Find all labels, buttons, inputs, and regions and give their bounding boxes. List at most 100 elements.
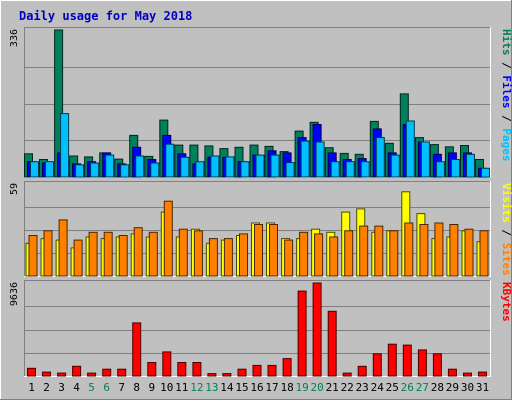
bar-sites-day-7 [118,235,128,277]
bar-kbytes-day-22 [342,372,352,377]
bar-sites-day-21 [329,236,339,277]
bar-pages-day-6 [105,154,115,178]
panel-hits-files-pages: 336 Hits / Files / Pages [9,27,512,178]
x-tick-label-day-13: 13 [205,381,218,394]
bar-kbytes-day-31 [478,371,487,377]
bar-kbytes-day-18 [282,358,292,377]
bar-sites-day-27 [419,224,429,277]
bar-sites-day-25 [389,230,399,277]
x-tick-label-day-30: 30 [461,381,474,394]
bar-kbytes-day-10 [162,351,172,377]
bar-kbytes-day-29 [447,368,457,377]
panel-legend: Visits / Sites [500,183,512,276]
legend-item-visits: Visits [500,183,512,223]
x-tick-label-day-1: 1 [28,381,35,394]
bar-kbytes-day-19 [297,290,307,377]
x-tick-label-day-20: 20 [310,381,323,394]
bar-sites-day-20 [314,233,324,277]
bar-kbytes-day-8 [132,322,142,377]
bar-sites-day-9 [148,231,158,277]
bar-kbytes-day-11 [177,362,187,377]
x-tick-label-day-28: 28 [431,381,444,394]
bar-pages-day-28 [435,161,445,178]
bar-pages-day-12 [195,161,205,178]
bar-sites-day-12 [193,230,203,277]
bar-kbytes-day-5 [87,372,97,377]
legend-item-hits: Hits [500,29,512,56]
bar-pages-day-25 [390,154,400,178]
bar-sites-day-1 [28,235,38,277]
x-tick-label-day-8: 8 [133,381,140,394]
bar-sites-day-11 [178,228,188,277]
x-tick-label-day-7: 7 [118,381,125,394]
legend-separator: / [500,109,512,129]
bar-sites-day-28 [434,222,444,277]
bar-sites-day-17 [269,224,278,277]
bar-pages-day-7 [120,164,130,178]
bar-pages-day-22 [345,161,355,178]
bar-sites-day-8 [133,227,143,277]
bar-pages-day-16 [255,154,265,178]
bar-pages-day-29 [450,159,460,178]
chart-title: Daily usage for May 2018 [19,9,192,23]
bar-sites-day-29 [449,224,459,277]
bar-pages-day-10 [165,143,175,178]
x-tick-label-day-29: 29 [446,381,459,394]
x-tick-label-day-31: 31 [476,381,489,394]
x-tick-label-day-27: 27 [416,381,429,394]
x-tick-label-day-15: 15 [235,381,248,394]
bar-sites-day-26 [404,222,414,277]
legend-separator: / [500,56,512,76]
bar-pages-day-13 [210,155,220,178]
x-tick-label-day-4: 4 [73,381,80,394]
x-tick-label-day-14: 14 [220,381,234,394]
bar-kbytes-day-30 [463,372,472,377]
x-tick-label-day-10: 10 [160,381,173,394]
x-axis-day-labels: 1 2 3 4 5 6 7 8 9 10 11 12 13 14 15 16 17 18 19 20 21 22 23 24 2… [28,381,489,394]
bar-sites-day-13 [208,238,218,277]
panel-kbytes: 9636 KBytes [9,280,512,377]
bar-pages-day-8 [135,155,145,178]
legend-item-sites: Sites [500,243,512,276]
bar-kbytes-day-27 [417,349,427,377]
panel-bars [24,29,490,178]
x-tick-label-day-26: 26 [401,381,414,394]
bar-kbytes-day-1 [27,367,36,377]
panel-max-label: 9636 [9,282,20,306]
bar-pages-day-26 [405,120,415,178]
bar-kbytes-day-20 [312,282,322,377]
x-tick-label-day-3: 3 [58,381,65,394]
bar-kbytes-day-16 [252,364,262,377]
bar-pages-day-30 [466,153,475,178]
bar-pages-day-2 [45,161,54,178]
panel-legend: KBytes [500,282,512,322]
bar-pages-day-9 [150,162,160,178]
bar-sites-day-10 [163,200,173,277]
panel-visits-sites: 59 Visits / Sites [9,181,512,277]
bar-kbytes-day-14 [222,373,232,377]
bar-kbytes-day-12 [192,362,202,377]
x-tick-label-day-21: 21 [326,381,339,394]
bar-pages-day-21 [330,161,340,178]
bar-pages-day-24 [375,137,385,178]
legend-item-files: Files [500,75,512,108]
bar-sites-day-24 [374,225,384,277]
x-tick-label-day-19: 19 [295,381,308,394]
x-tick-label-day-23: 23 [356,381,369,394]
x-tick-label-day-5: 5 [88,381,95,394]
bar-kbytes-day-3 [57,372,67,377]
bar-sites-day-15 [239,233,248,277]
bar-sites-day-18 [284,239,294,277]
panel-bars [27,282,487,377]
bar-pages-day-5 [90,162,100,178]
bar-kbytes-day-28 [432,353,442,377]
bar-pages-day-17 [270,154,280,178]
bar-kbytes-day-26 [402,344,412,377]
bar-sites-day-3 [58,219,68,277]
legend-separator: / [500,223,512,243]
bar-kbytes-day-4 [72,365,82,377]
bar-kbytes-day-2 [42,371,51,377]
bar-sites-day-2 [43,230,53,277]
x-tick-label-day-17: 17 [265,381,278,394]
